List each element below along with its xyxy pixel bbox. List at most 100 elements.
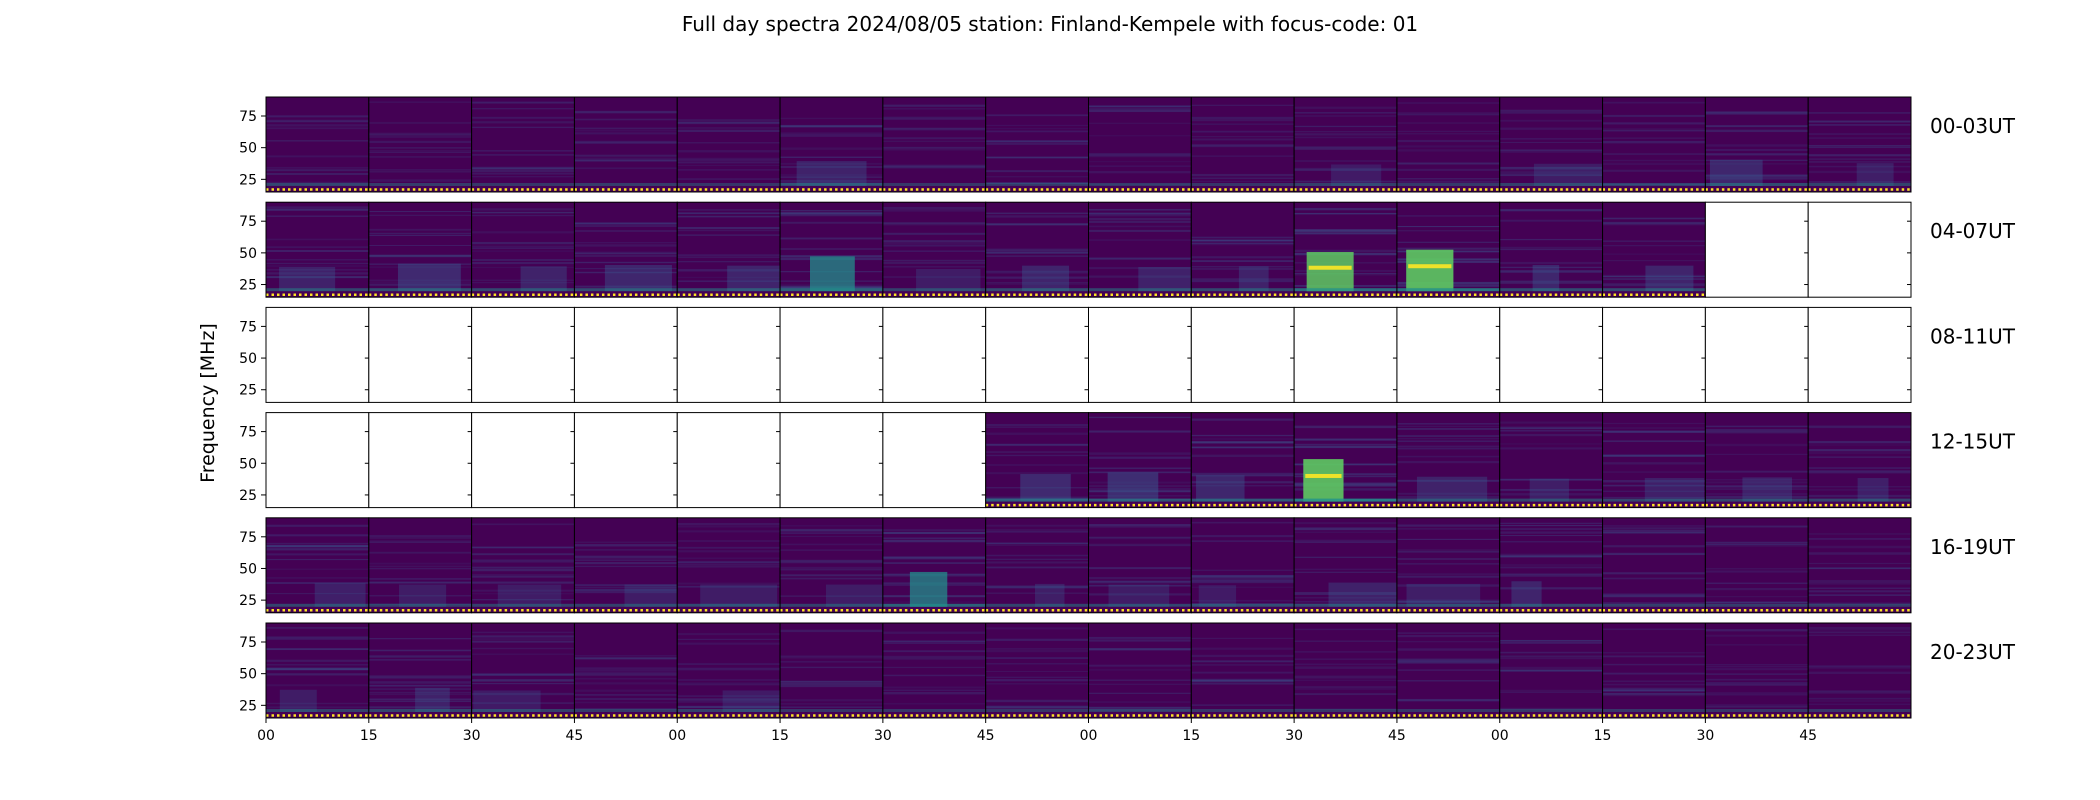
spectrum-texture — [471, 631, 575, 634]
spectrum-texture — [266, 119, 369, 123]
spectrum-texture — [574, 157, 678, 160]
spectrum-panel — [1191, 412, 1295, 508]
spectrum-texture — [368, 655, 472, 658]
empty-panel — [574, 307, 678, 403]
spectrum-texture — [266, 262, 369, 265]
spectrum-panel — [677, 623, 781, 718]
spectrum-texture — [1088, 604, 1192, 606]
spectrum-texture — [1499, 248, 1603, 251]
spectrum-texture — [574, 242, 678, 244]
spectrum-texture — [1602, 240, 1706, 243]
spectrum-texture — [1602, 454, 1706, 457]
spectrum-panel — [677, 517, 781, 613]
spectrum-texture — [266, 115, 369, 118]
spectrum-texture — [1191, 239, 1295, 242]
spectrum-texture — [985, 248, 1089, 250]
spectrum-texture — [1294, 597, 1397, 599]
spectrum-texture — [1294, 230, 1397, 233]
spectrum-texture — [1294, 522, 1397, 525]
spectrum-activity — [1406, 249, 1454, 292]
spectrum-texture — [1705, 629, 1809, 632]
spectrum-texture — [471, 214, 575, 217]
spectrum-texture — [780, 682, 883, 685]
spectrum-texture — [1602, 169, 1706, 172]
y-tick-label: 75 — [239, 109, 257, 125]
y-tick-label: 75 — [239, 319, 257, 335]
spectrum-texture — [1396, 114, 1500, 116]
spectrum-texture — [1191, 116, 1295, 119]
spectrum-texture — [677, 698, 781, 701]
spectrum-panel — [1499, 517, 1603, 613]
spectrum-texture — [985, 657, 1089, 659]
spectrum-texture — [1808, 456, 1911, 458]
spectrum-texture — [780, 684, 883, 687]
x-tick-label: 15 — [1182, 728, 1200, 744]
spectrum-low-band — [574, 288, 678, 292]
spectrum-texture — [985, 215, 1089, 218]
spectrum-texture — [1396, 558, 1500, 560]
spectrum-texture — [1294, 438, 1397, 441]
spectrum-texture — [677, 164, 781, 167]
spectrum-texture — [1705, 443, 1809, 447]
spectrum-activity — [415, 687, 450, 712]
spectrum-texture — [882, 655, 986, 658]
spectrum-texture — [780, 209, 883, 212]
spectrum-texture — [882, 640, 986, 643]
spectrum-texture — [574, 549, 678, 551]
empty-panel — [780, 307, 883, 403]
spectrum-texture — [780, 183, 883, 185]
spectrum-texture — [1191, 239, 1295, 242]
spectrum-low-band — [1294, 498, 1397, 502]
spectrum-texture — [471, 169, 575, 173]
spectrum-texture — [1705, 470, 1809, 473]
spectrum-texture — [985, 472, 1089, 475]
spectrum-texture — [677, 700, 781, 703]
spectrum-texture — [1705, 665, 1809, 668]
x-tick-label: 15 — [360, 728, 378, 744]
spectrum-texture — [1396, 162, 1500, 165]
spectrum-texture — [1294, 112, 1397, 114]
empty-panel — [1705, 307, 1809, 403]
spectrum-texture — [780, 176, 883, 178]
spectrum-texture — [266, 684, 369, 687]
spectrum-texture — [882, 266, 986, 268]
spectrum-texture — [1808, 632, 1911, 634]
spectrum-panel — [1602, 412, 1706, 508]
spectrum-texture — [1499, 534, 1603, 537]
spectrum-texture — [368, 121, 472, 124]
spectrum-texture — [1088, 153, 1192, 156]
spectrum-texture — [780, 156, 883, 159]
spectrum-texture — [985, 443, 1089, 446]
spectrum-activity — [1022, 265, 1070, 292]
spectrum-texture — [368, 581, 472, 583]
spectrum-texture — [1191, 130, 1295, 133]
spectrum-texture — [1602, 594, 1706, 597]
spectrum-texture — [677, 540, 781, 542]
spectrum-texture — [574, 251, 678, 253]
spectrum-low-band — [266, 183, 369, 186]
spectrum-texture — [266, 534, 369, 537]
spectrum-texture — [1705, 159, 1809, 161]
spectrum-texture — [1396, 661, 1500, 664]
spectrum-texture — [985, 649, 1089, 653]
spectrum-texture — [1705, 705, 1809, 708]
spectrum-texture — [677, 178, 781, 180]
spectrum-low-band — [1808, 183, 1911, 186]
spectrum-texture — [1191, 521, 1295, 524]
spectrum-texture — [471, 282, 575, 284]
spectrum-activity — [397, 263, 461, 292]
spectrum-texture — [1088, 165, 1192, 167]
spectrum-texture — [1396, 524, 1500, 527]
spectrum-texture — [1294, 213, 1397, 215]
spectrum-texture — [1191, 474, 1295, 476]
spectrum-texture — [1602, 275, 1706, 278]
spectrum-texture — [780, 595, 883, 597]
spectrum-low-band — [574, 709, 678, 712]
spectrum-texture — [574, 669, 678, 672]
spectrum-texture — [266, 627, 369, 629]
spectrum-texture — [882, 686, 986, 689]
spectrum-texture — [1808, 567, 1911, 570]
empty-panel — [1808, 307, 1911, 403]
spectrum-texture — [677, 563, 781, 566]
spectrum-texture — [985, 451, 1089, 454]
